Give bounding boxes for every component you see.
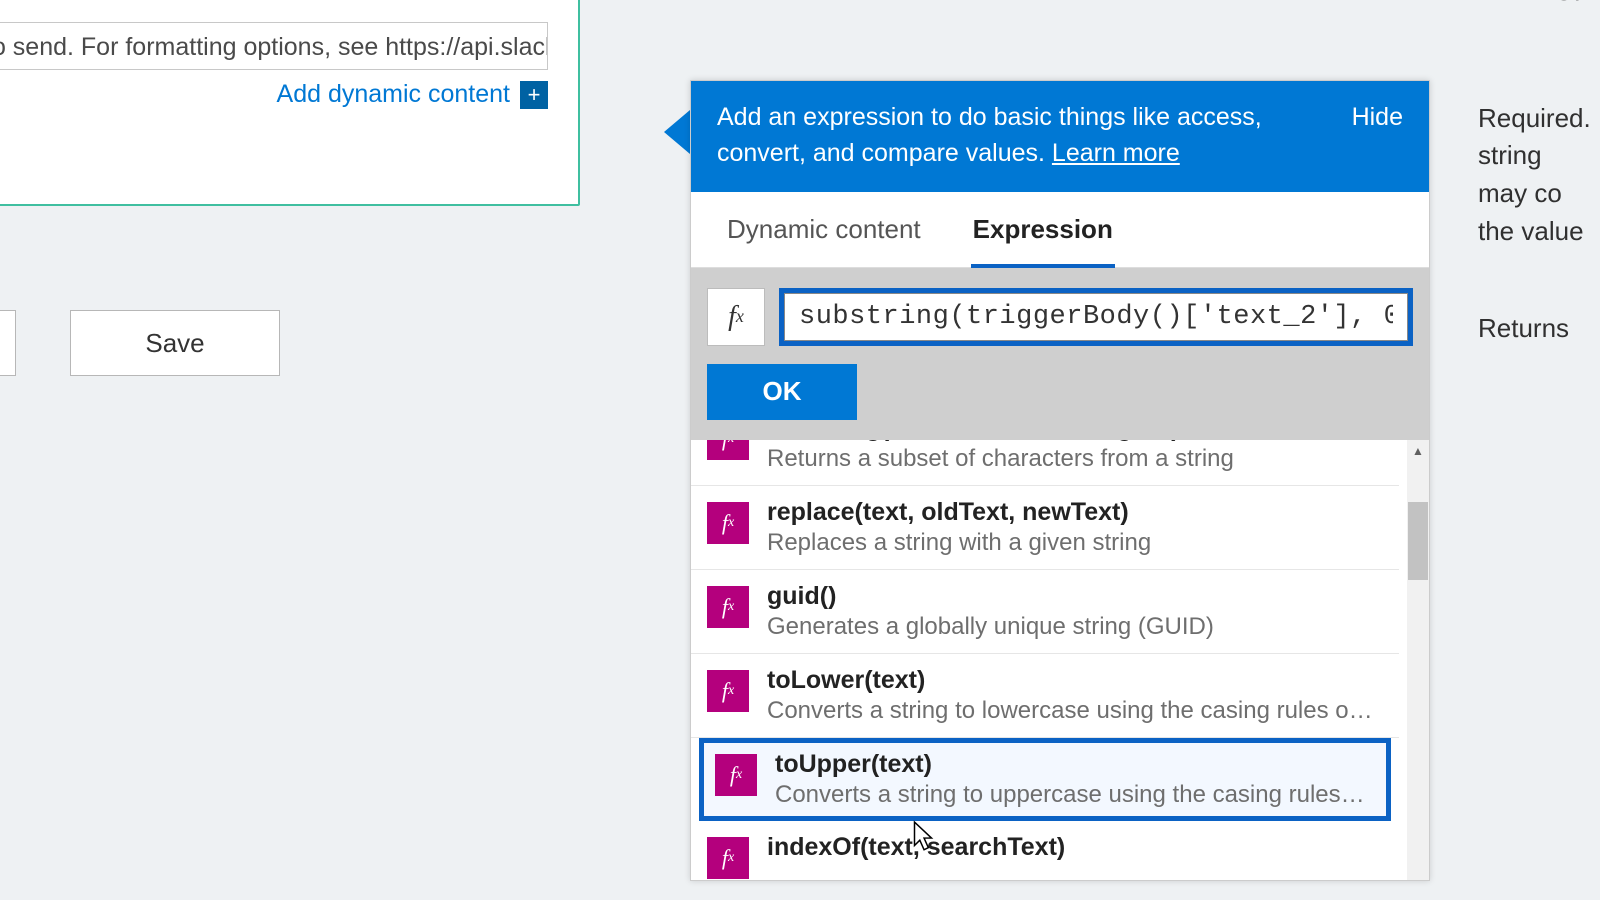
panel-header: Add an expression to do basic things lik… [691,81,1429,192]
function-signature: replace(text, oldText, newText) [767,498,1379,527]
tab-expression[interactable]: Expression [947,192,1139,267]
fx-badge-icon: fx [707,670,749,712]
fx-badge-icon: fx [707,837,749,879]
function-description: Replaces a string with a given string [767,529,1379,557]
scroll-thumb[interactable] [1408,502,1428,580]
function-list[interactable]: fx substring(text, startIndex, length?) … [691,440,1429,880]
function-signature: indexOf(text, searchText) [767,833,1379,862]
add-dynamic-content-link[interactable]: Add dynamic content + [277,80,548,109]
save-button[interactable]: Save [70,310,280,376]
message-card: to send. For formatting options, see htt… [0,0,580,206]
docs-line: string [1478,137,1600,175]
callout-pointer [664,110,690,154]
hide-link[interactable]: Hide [1352,99,1403,135]
fx-badge-icon: fx [707,502,749,544]
fx-icon: fx [707,288,765,346]
fx-badge-icon: fx [707,586,749,628]
function-signature: toUpper(text) [775,750,1371,779]
fx-badge-icon: fx [715,754,757,796]
panel-header-msg: Add an expression to do basic things lik… [717,103,1262,167]
scroll-up-icon[interactable]: ▲ [1407,440,1429,462]
expression-input-highlight [779,288,1413,346]
panel-tabs: Dynamic content Expression [691,192,1429,268]
tab-dynamic-content[interactable]: Dynamic content [701,192,947,267]
function-signature: substring(text, startIndex, length?) [767,440,1379,443]
function-signature: toLower(text) [767,666,1379,695]
function-item-toupper[interactable]: fx toUpper(text) Converts a string to up… [699,738,1391,821]
docs-fragment-right: string) Required. string may co the valu… [1478,0,1600,348]
button-fragment-left[interactable] [0,310,16,376]
function-list-container: fx substring(text, startIndex, length?) … [691,440,1429,880]
expression-entry-area: fx OK [691,268,1429,440]
expression-panel: Add an expression to do basic things lik… [690,80,1430,881]
docs-frag-top: string) [1478,0,1600,8]
panel-header-text: Add an expression to do basic things lik… [717,99,1352,172]
function-item-substring[interactable]: fx substring(text, startIndex, length?) … [691,440,1399,486]
expression-input[interactable] [784,293,1408,341]
fx-badge-icon: fx [707,440,749,460]
message-body-input[interactable]: to send. For formatting options, see htt… [0,22,548,70]
function-description: Converts a string to uppercase using the… [775,781,1371,809]
function-signature: guid() [767,582,1379,611]
add-dynamic-content-label: Add dynamic content [277,80,510,109]
docs-line: may co [1478,175,1600,213]
learn-more-link[interactable]: Learn more [1052,139,1180,167]
function-description: Generates a globally unique string (GUID… [767,613,1379,641]
function-item-replace[interactable]: fx replace(text, oldText, newText) Repla… [691,486,1399,570]
plus-icon: + [520,81,548,109]
function-item-guid[interactable]: fx guid() Generates a globally unique st… [691,570,1399,654]
function-description: Converts a string to lowercase using the… [767,697,1379,725]
function-item-indexof[interactable]: fx indexOf(text, searchText) [691,821,1399,880]
docs-line: Returns [1478,310,1600,348]
scrollbar-vertical[interactable]: ▲ [1407,440,1429,880]
docs-line: Required. [1478,100,1600,138]
docs-line: the value [1478,213,1600,251]
function-description: Returns a subset of characters from a st… [767,445,1379,473]
ok-button[interactable]: OK [707,364,857,420]
function-item-tolower[interactable]: fx toLower(text) Converts a string to lo… [691,654,1399,738]
